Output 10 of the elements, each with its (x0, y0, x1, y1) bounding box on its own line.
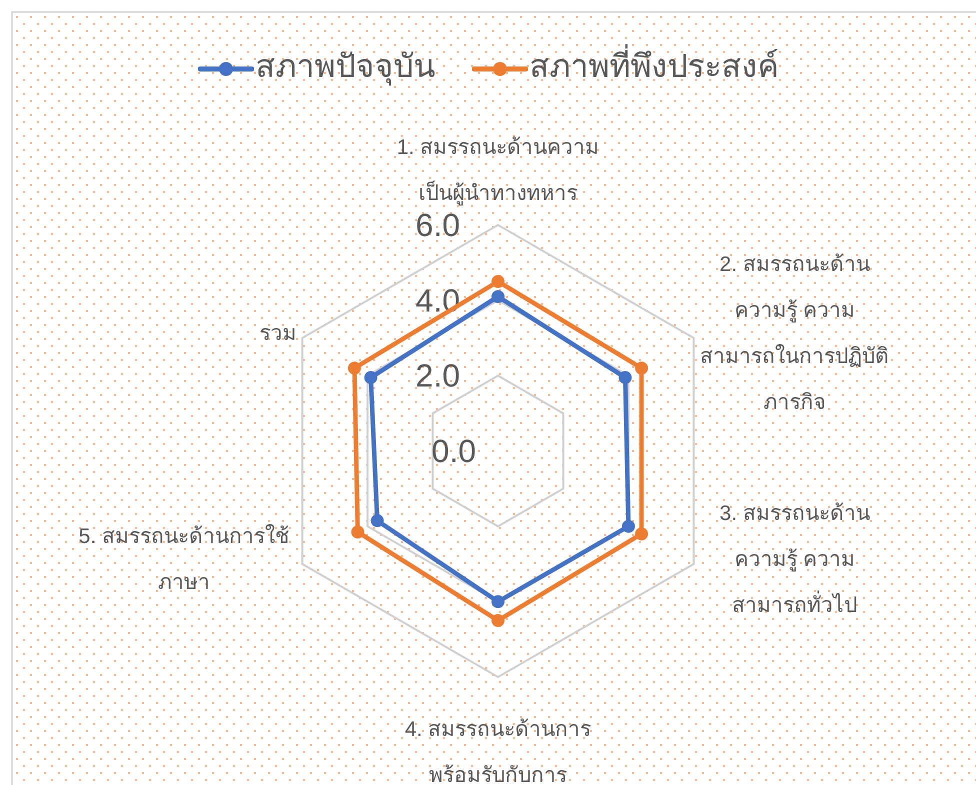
spoke-label: 5. สมรรถนะด้านการใช้ภาษา (78, 523, 290, 596)
y-tick-label: 0.0 (432, 433, 476, 469)
y-tick-label: 6.0 (416, 207, 460, 243)
legend-label: สภาพปัจจุบัน (256, 48, 436, 84)
spoke-label: 2. สมรรถนะด้านความรู้ ความสามารถในการปฏิบัติภารกิจ (700, 252, 890, 416)
spoke-label: 4. สมรรถนะด้านการพร้อมรับกับการ (404, 717, 592, 785)
spoke-label: 1. สมรรถนะด้านความเป็นผู้นำทางทหาร (396, 136, 600, 205)
spoke-label: รวม (259, 321, 296, 347)
y-tick-label: 2.0 (416, 358, 460, 394)
spoke-label: 3. สมรรถนะด้านความรู้ ความสามารถทั่วไป (718, 501, 871, 619)
